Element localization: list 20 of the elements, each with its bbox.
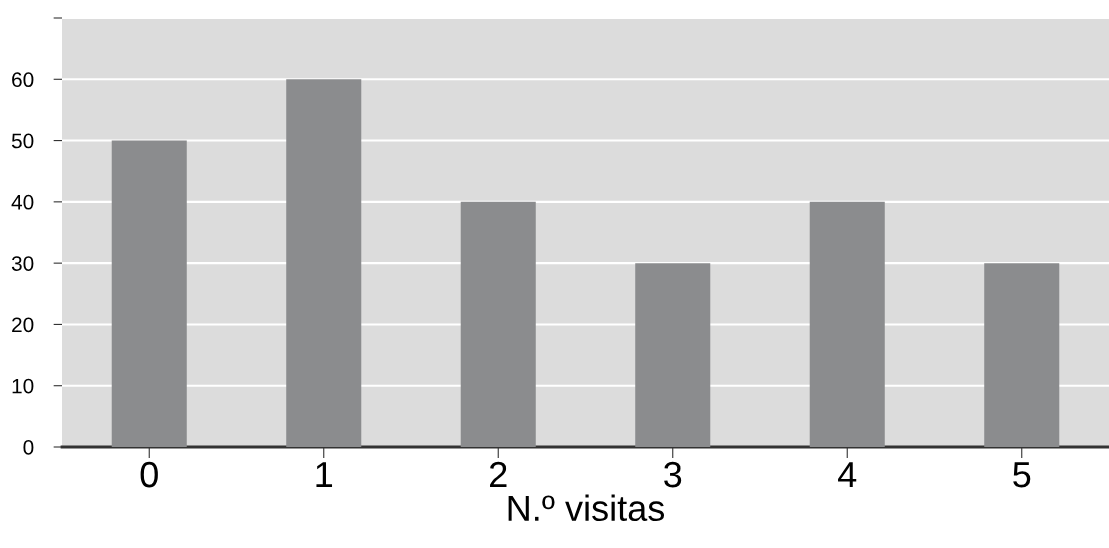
y-tick-label: 60 <box>12 72 34 88</box>
y-tick-label: 0 <box>23 440 34 455</box>
bar <box>635 263 711 447</box>
x-tick-label: 1 <box>316 462 333 488</box>
x-tick-label: 3 <box>664 461 682 488</box>
y-tick-label: 40 <box>11 194 34 210</box>
x-tick-label: 4 <box>838 462 857 488</box>
x-tick-label: 0 <box>140 461 158 488</box>
y-tick-label: 20 <box>12 317 34 333</box>
bar <box>809 201 885 447</box>
bar <box>984 263 1060 447</box>
x-tick-label: 2 <box>490 461 507 488</box>
x-tick-label: 5 <box>1013 462 1031 488</box>
y-tick-label: 10 <box>12 378 34 394</box>
y-tick-label: 30 <box>11 256 34 271</box>
bar <box>111 140 187 447</box>
bar <box>460 201 536 447</box>
y-tick-label: 50 <box>11 133 34 149</box>
x-axis-title: N.º visitas <box>508 494 665 522</box>
bar <box>286 79 362 447</box>
